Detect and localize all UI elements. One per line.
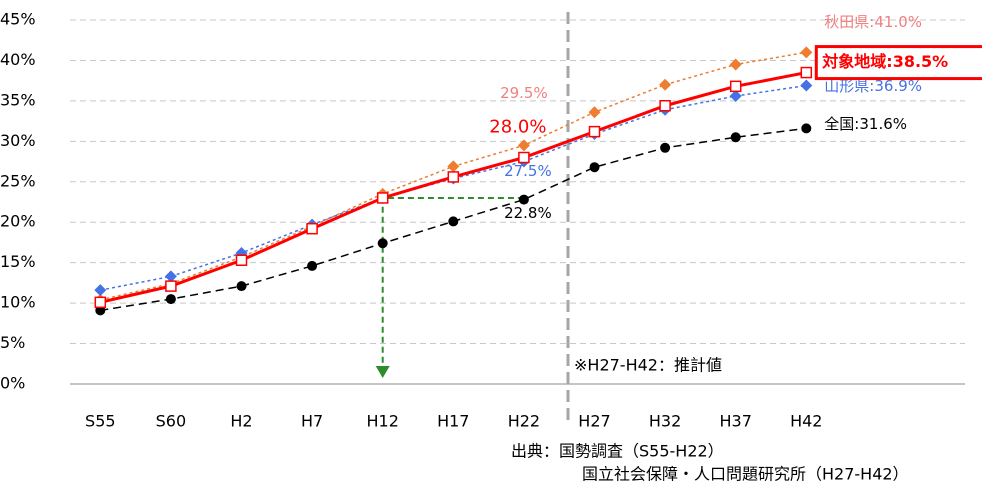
- x-tick-label: S60: [156, 412, 187, 431]
- y-tick-label: 5%: [0, 333, 25, 352]
- x-tick-label: H27: [578, 412, 610, 431]
- marker: [659, 99, 671, 112]
- source: 国立社会保障・人口問題研究所（H27-H42）: [582, 465, 909, 484]
- marker: [800, 66, 813, 79]
- y-tick-label: 25%: [0, 171, 36, 190]
- marker: [376, 192, 389, 204]
- y-tick-label: 40%: [0, 50, 36, 69]
- marker: [800, 46, 813, 59]
- marker: [235, 254, 248, 266]
- y-tick-label: 0%: [0, 374, 25, 393]
- marker: [588, 106, 601, 119]
- x-tick-label: H12: [367, 412, 399, 431]
- marker: [801, 123, 812, 134]
- marker: [448, 216, 459, 227]
- label-box: [814, 45, 982, 81]
- marker: [800, 79, 813, 92]
- marker: [306, 222, 318, 235]
- marker: [94, 296, 107, 309]
- marker: [164, 270, 177, 283]
- series-line: [99, 71, 807, 304]
- x-tick-label: S55: [85, 412, 116, 431]
- x-tick-label: H37: [720, 412, 752, 431]
- value-label: 29.5%: [500, 84, 548, 102]
- marker: [729, 90, 742, 103]
- marker: [236, 281, 247, 292]
- x-tick-label: H32: [649, 412, 681, 431]
- marker: [377, 238, 388, 249]
- value-label: 山形県:36.9%: [824, 77, 922, 95]
- marker: [588, 125, 601, 138]
- marker: [447, 160, 460, 173]
- marker: [447, 171, 460, 183]
- marker: [518, 194, 529, 205]
- y-tick-label: 15%: [0, 252, 36, 271]
- marker: [730, 132, 741, 143]
- x-tick-label: H2: [230, 412, 252, 431]
- marker: [729, 58, 742, 71]
- y-tick-label: 35%: [0, 90, 36, 109]
- y-tick-label: 20%: [0, 212, 36, 231]
- marker: [517, 139, 530, 152]
- value-label: 22.8%: [504, 204, 552, 222]
- x-tick-label: H17: [437, 412, 469, 431]
- guide-arrow: [375, 366, 390, 378]
- value-label: 28.0%: [489, 117, 546, 138]
- x-tick-label: H7: [301, 412, 323, 431]
- value-label: 全国:31.6%: [824, 115, 907, 133]
- marker: [165, 280, 177, 292]
- annotation: ※H27-H42：推計値: [574, 356, 722, 375]
- x-tick-label: H42: [790, 412, 822, 431]
- series-line: [100, 84, 807, 291]
- marker: [589, 162, 600, 173]
- marker: [518, 151, 530, 164]
- marker: [307, 260, 318, 271]
- y-tick-label: 30%: [0, 131, 36, 150]
- y-tick-label: 10%: [0, 293, 36, 312]
- x-tick-label: H22: [508, 412, 540, 431]
- y-tick-label: 45%: [0, 10, 36, 29]
- marker: [94, 284, 107, 297]
- value-label: 対象地域:38.5%: [821, 52, 948, 71]
- value-label: 27.5%: [504, 162, 552, 180]
- marker: [660, 142, 671, 153]
- marker: [165, 294, 176, 305]
- value-label: 秋田県:41.0%: [824, 13, 922, 31]
- marker: [729, 80, 742, 93]
- source: 出典：国勢調査（S55-H22）: [511, 442, 724, 461]
- marker: [659, 78, 672, 91]
